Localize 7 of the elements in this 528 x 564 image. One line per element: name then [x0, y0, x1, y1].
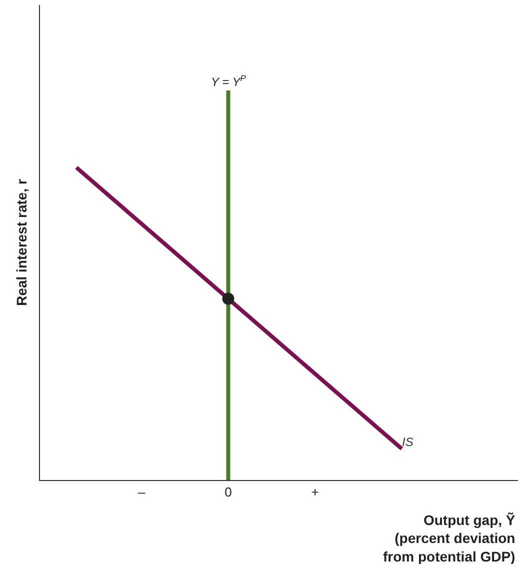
x-tick-label: 0	[224, 484, 232, 500]
ref-line-label: Y = Y$^{P}$	[211, 73, 246, 90]
series-label: IS	[402, 435, 414, 449]
x-axis-title: Output gap, Ỹ (percent deviation from potential GDP)	[383, 512, 516, 564]
x-tick-label: –	[138, 484, 146, 500]
x-tick-label: +	[311, 484, 319, 500]
y-axis-title: Real interest rate, r	[14, 178, 30, 306]
